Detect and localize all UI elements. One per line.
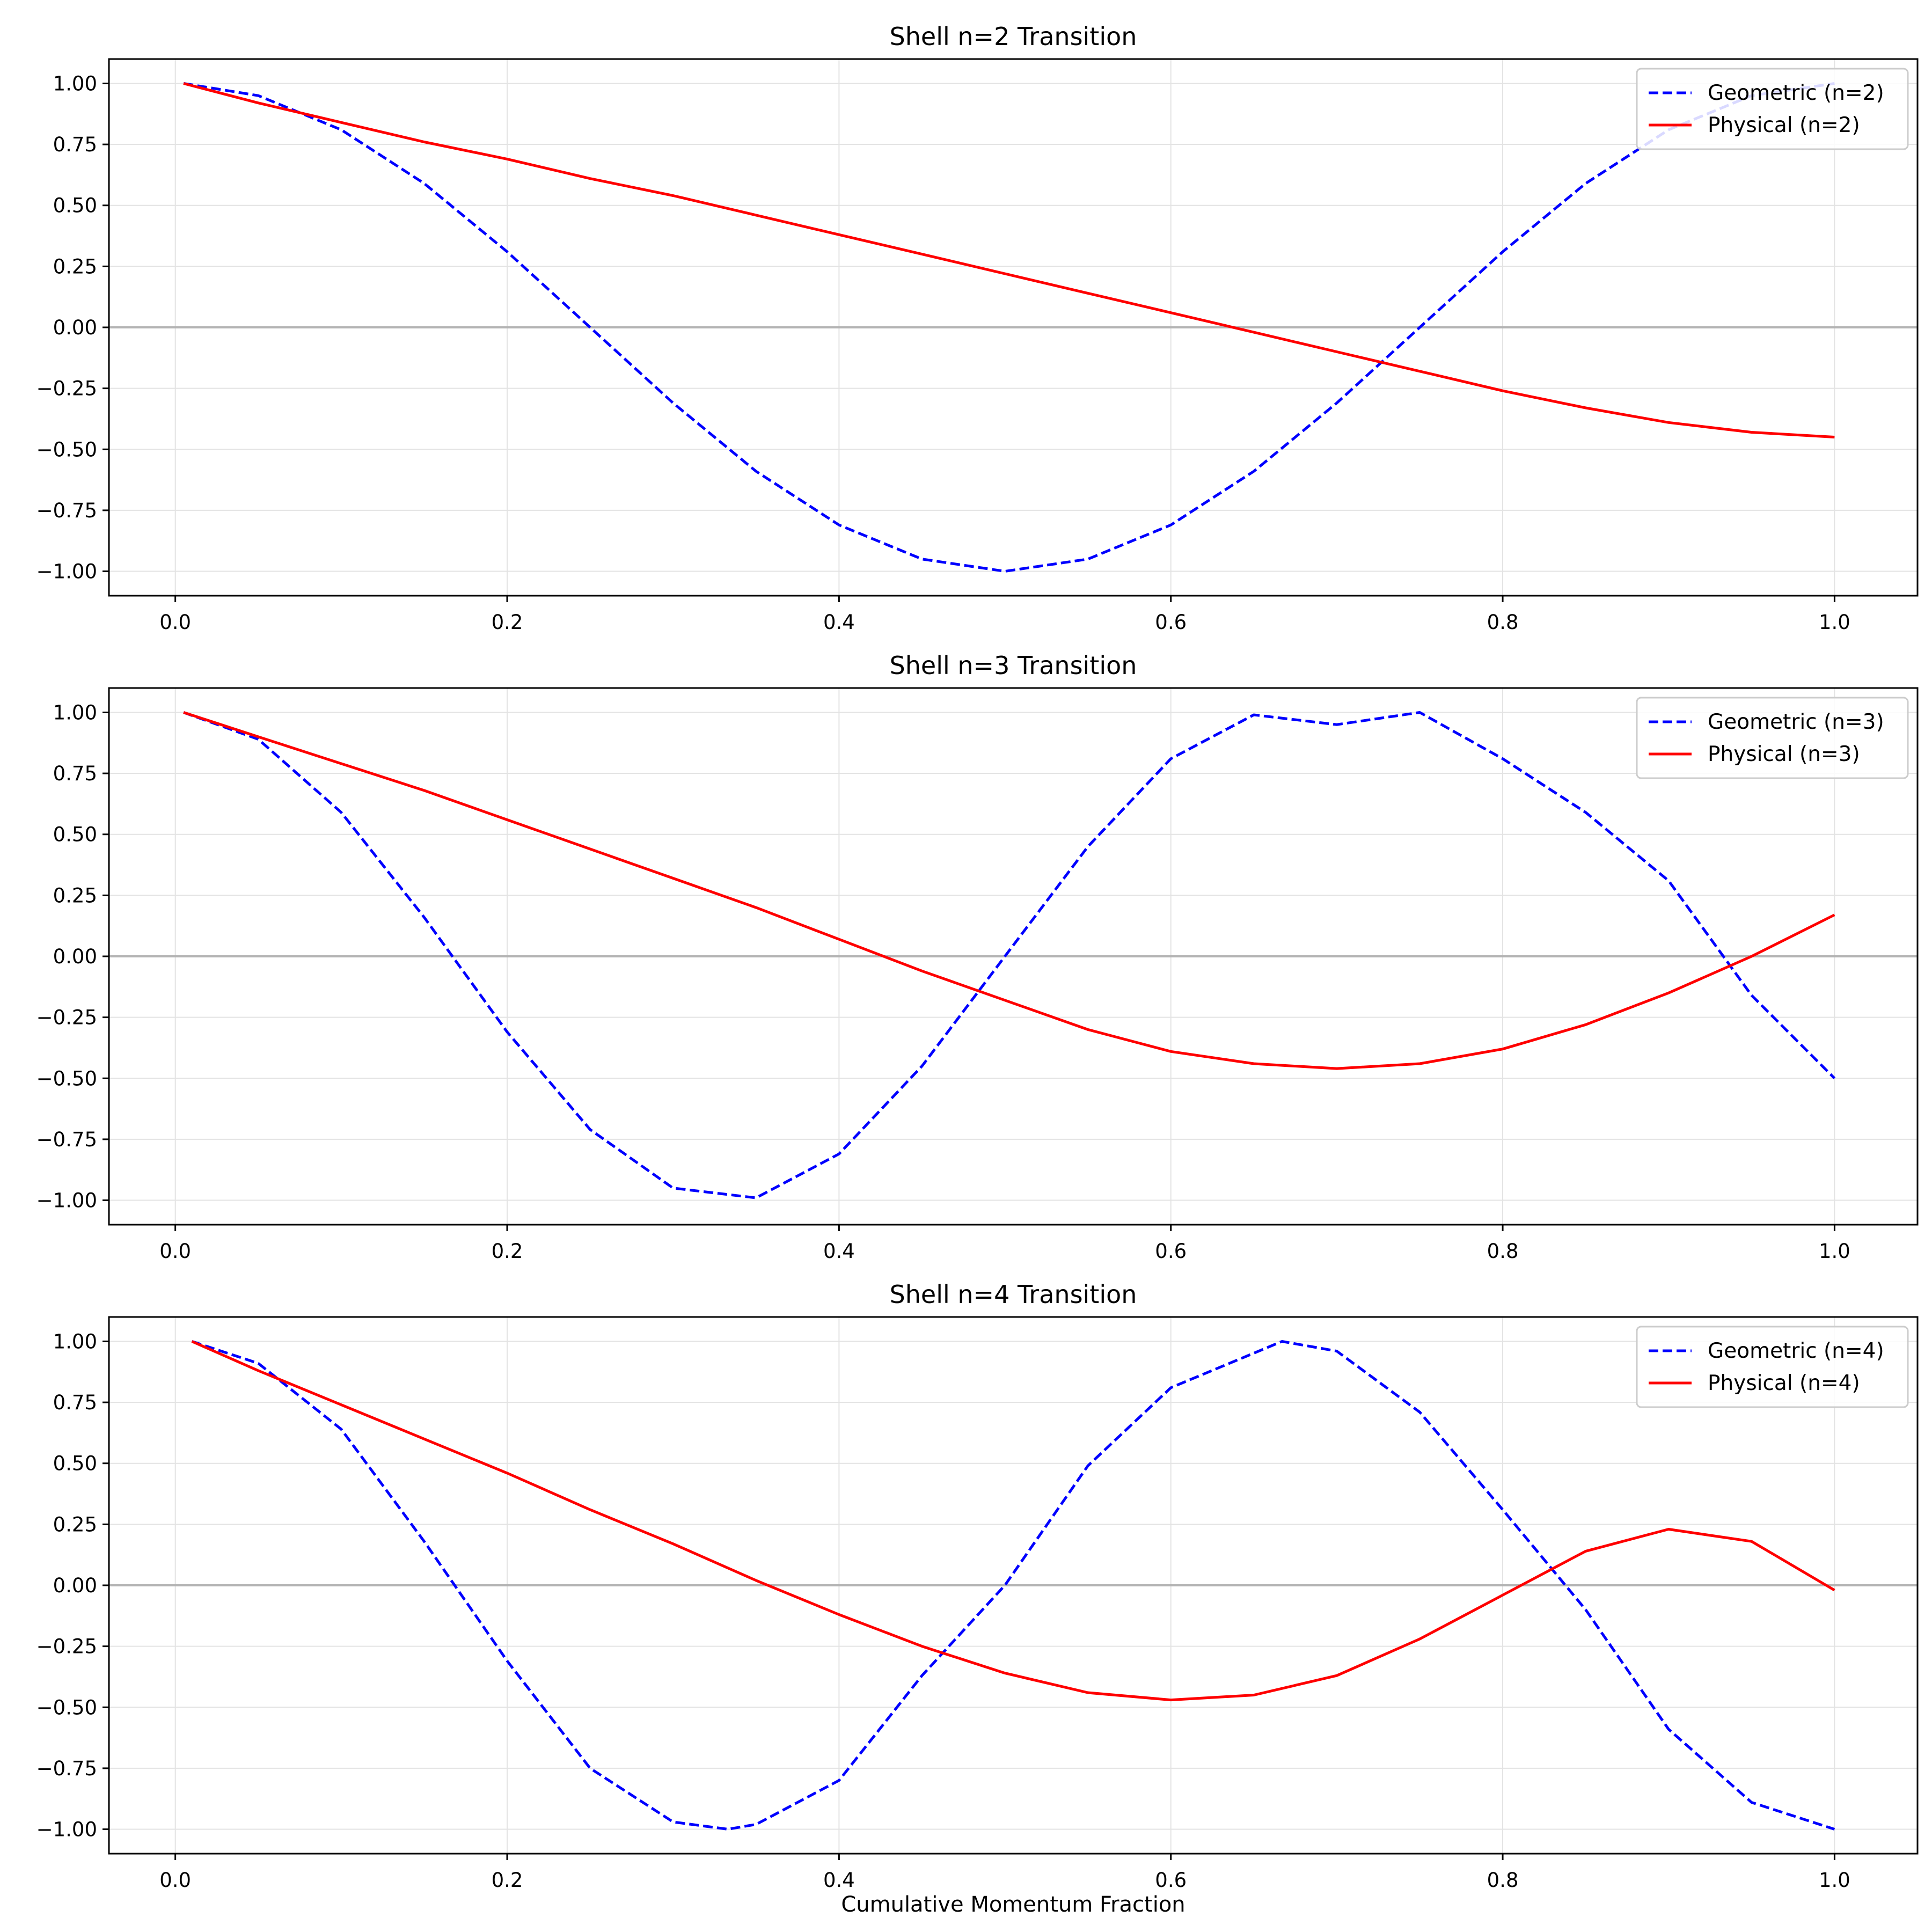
- x-tick-label: 1.0: [1819, 1240, 1850, 1263]
- legend-label: Geometric (n=2): [1708, 81, 1884, 105]
- x-axis-label: Cumulative Momentum Fraction: [841, 1892, 1185, 1917]
- y-tick-label: −0.75: [36, 1757, 97, 1780]
- series-line-physical: [191, 1340, 1835, 1702]
- chart-title: Shell n=2 Transition: [890, 22, 1137, 51]
- x-tick-label: 0.6: [1155, 1869, 1187, 1892]
- y-tick-label: −0.75: [36, 499, 97, 522]
- y-tick-label: 0.25: [53, 884, 97, 907]
- legend: Geometric (n=4) Physical (n=4): [1636, 1326, 1909, 1408]
- x-tick-label: 0.4: [823, 1869, 855, 1892]
- x-tick-label: 0.8: [1487, 1240, 1519, 1263]
- y-tick-label: 1.00: [53, 701, 97, 724]
- y-tick-label: −0.50: [36, 438, 97, 461]
- y-tick-label: 0.00: [53, 316, 97, 339]
- x-tick-label: 1.0: [1819, 611, 1850, 634]
- series-line-geometric: [183, 711, 1836, 1199]
- y-tick-label: 0.50: [53, 1452, 97, 1475]
- x-tick-label: 0.8: [1487, 611, 1519, 634]
- y-tick-label: −0.25: [36, 1006, 97, 1029]
- y-tick-label: −1.00: [36, 560, 97, 583]
- series-line-geometric: [183, 82, 1835, 573]
- x-tick-label: 0.2: [492, 611, 523, 634]
- legend-label: Physical (n=4): [1708, 1371, 1860, 1395]
- chart-title: Shell n=3 Transition: [890, 651, 1137, 680]
- y-tick-label: 0.25: [53, 255, 97, 278]
- x-tick-label: 0.2: [492, 1240, 523, 1263]
- series-line-physical: [183, 711, 1835, 1070]
- y-tick-label: 0.50: [53, 194, 97, 217]
- y-tick-label: −1.00: [36, 1189, 97, 1212]
- y-tick-label: 1.00: [53, 1330, 97, 1353]
- y-tick-label: −0.25: [36, 1635, 97, 1658]
- x-tick-label: 0.8: [1487, 1869, 1519, 1892]
- x-tick-label: 0.4: [823, 1240, 855, 1263]
- x-tick-label: 0.2: [492, 1869, 523, 1892]
- y-tick-label: −0.75: [36, 1128, 97, 1151]
- y-tick-label: −0.25: [36, 377, 97, 400]
- y-tick-label: 0.75: [53, 133, 97, 156]
- y-tick-label: −0.50: [36, 1067, 97, 1090]
- series-line-physical: [183, 82, 1835, 438]
- y-tick-label: 0.00: [53, 1574, 97, 1597]
- chart-title: Shell n=4 Transition: [890, 1280, 1137, 1309]
- subplot-shell-n2: 0.0 0.2 0.4 0.6 0.8 1.0 1.00 0.75 0.50 0.25 0.00 −0…: [36, 22, 1919, 634]
- x-tick-label: 0.6: [1155, 1240, 1187, 1263]
- x-tick-label: 0.6: [1155, 611, 1187, 634]
- x-tick-label: 0.0: [159, 1869, 191, 1892]
- legend: Geometric (n=2) Physical (n=2): [1636, 68, 1909, 150]
- y-tick-label: 0.25: [53, 1513, 97, 1536]
- y-tick-label: −1.00: [36, 1818, 97, 1841]
- legend-label: Physical (n=3): [1708, 742, 1860, 766]
- y-tick-label: 0.00: [53, 945, 97, 968]
- subplot-shell-n3: 0.0 0.2 0.4 0.6 0.8 1.0 1.00 0.75 0.50 0.25 0.00 −0…: [36, 651, 1919, 1263]
- legend-box: [1636, 1326, 1909, 1408]
- series-line-geometric: [191, 1340, 1835, 1831]
- legend-label: Geometric (n=3): [1708, 710, 1884, 734]
- x-tick-label: 0.4: [823, 611, 855, 634]
- y-tick-label: 1.00: [53, 72, 97, 95]
- y-tick-label: 0.50: [53, 823, 97, 846]
- y-tick-label: −0.50: [36, 1696, 97, 1719]
- legend-box: [1636, 68, 1909, 150]
- subplot-shell-n4: 0.0 0.2 0.4 0.6 0.8 1.0 1.00 0.75 0.50 0.25 0.00 −0…: [36, 1280, 1919, 1892]
- x-tick-label: 0.0: [159, 611, 191, 634]
- y-tick-label: 0.75: [53, 1391, 97, 1414]
- x-tick-label: 0.0: [159, 1240, 191, 1263]
- legend: Geometric (n=3) Physical (n=3): [1636, 697, 1909, 779]
- legend-label: Geometric (n=4): [1708, 1339, 1884, 1363]
- y-tick-label: 0.75: [53, 762, 97, 785]
- legend-box: [1636, 697, 1909, 779]
- legend-label: Physical (n=2): [1708, 113, 1860, 137]
- x-tick-label: 1.0: [1819, 1869, 1850, 1892]
